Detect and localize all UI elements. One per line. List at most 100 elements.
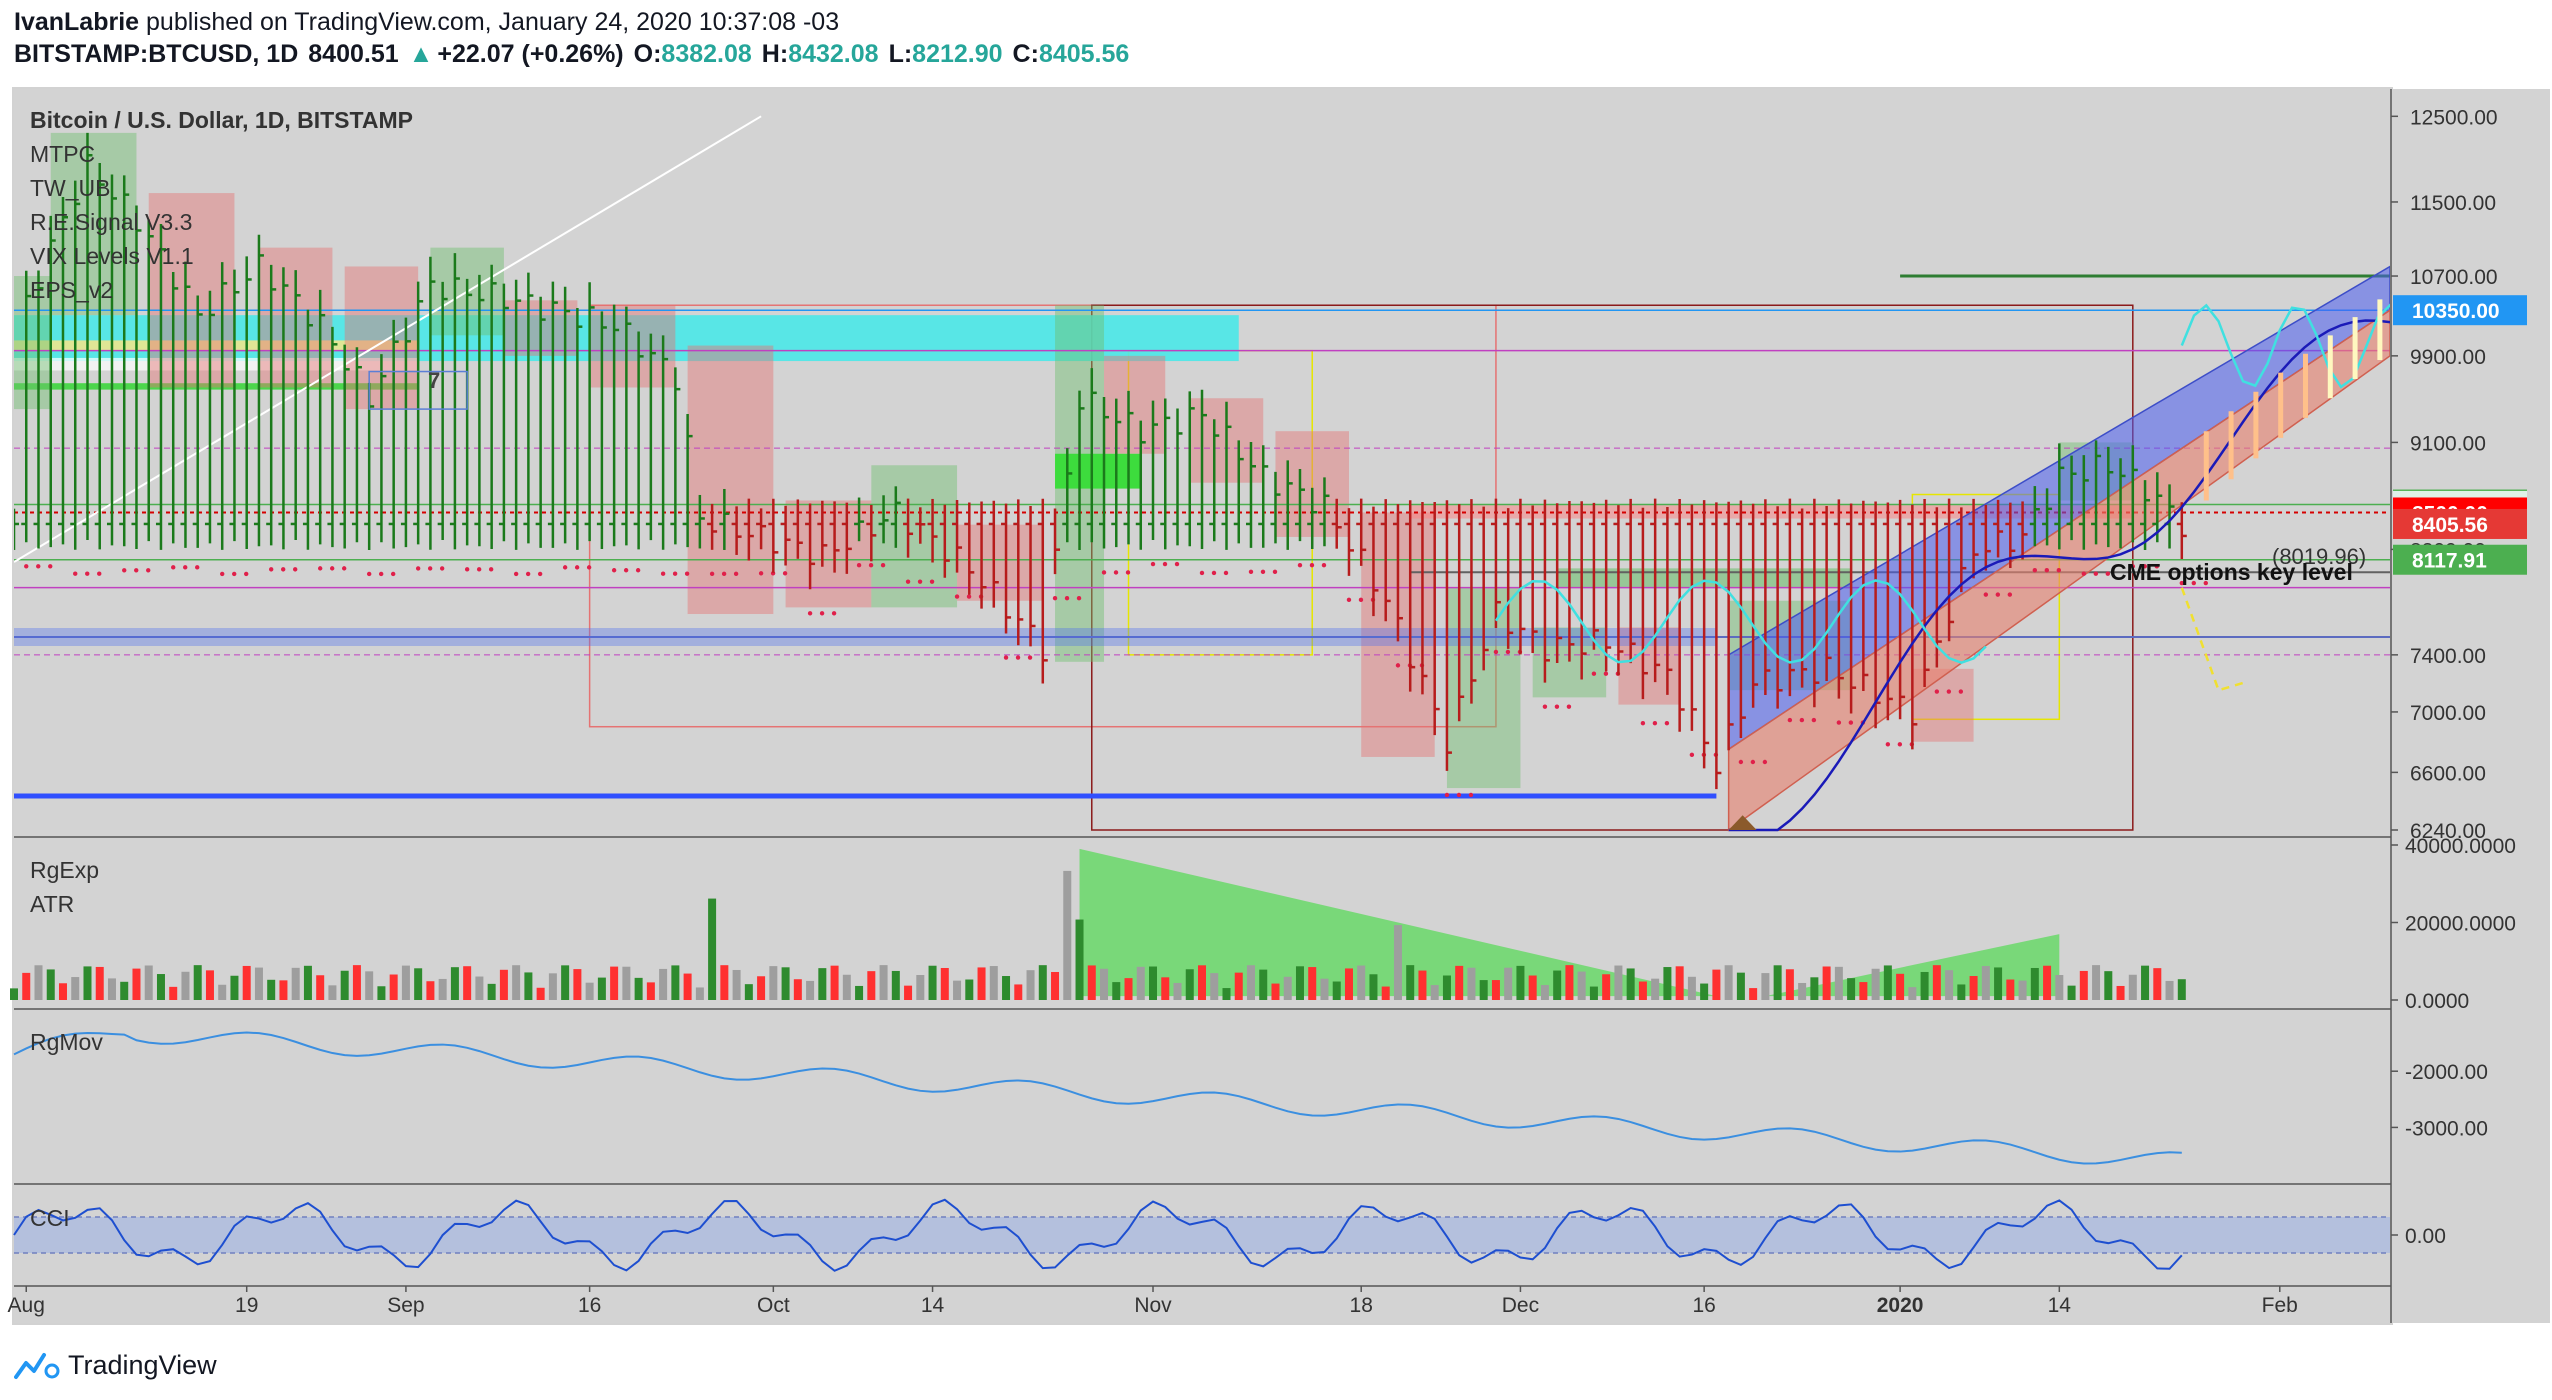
ohlc-bar xyxy=(70,180,81,550)
time-tick-label: 16 xyxy=(1692,1294,1715,1317)
ohlc-bar xyxy=(927,498,938,563)
time-tick-label: Dec xyxy=(1502,1294,1539,1317)
cyan-projection-curve[interactable] xyxy=(1494,579,1987,664)
rgexp-bar xyxy=(757,976,766,1000)
ohlc-bar xyxy=(241,256,252,550)
rgexp-bar xyxy=(659,968,668,1000)
ohlc-bar xyxy=(1050,508,1061,575)
rgexp-area xyxy=(1079,848,1717,997)
rgexp-bar xyxy=(1810,977,1819,1000)
ohlc-bar xyxy=(768,498,779,573)
rgexp-bar xyxy=(928,965,937,1000)
ohlc-bar xyxy=(1650,498,1661,683)
rgexp-bar xyxy=(2006,979,2015,1000)
low-label: L: xyxy=(888,40,913,68)
legend-study-mtpc[interactable]: MTPC xyxy=(30,141,95,167)
ohlc-bar xyxy=(1748,503,1759,708)
rgmov-label[interactable]: RgMov xyxy=(30,1029,103,1055)
rgexp-bar xyxy=(732,969,741,1000)
published-by-line: IvanLabrie published on TradingView.com,… xyxy=(14,8,839,37)
time-axis: Aug 19 Sep 16 Oct 14 Nov 18 Dec 16 2020 14 Feb xyxy=(8,1286,2298,1317)
last-price: 8400.51 xyxy=(308,40,399,68)
rgexp-bar xyxy=(965,979,974,1000)
rgexp-bar xyxy=(1149,966,1158,1000)
legend-study-resignal[interactable]: R.E.Signal V3.3 xyxy=(30,209,192,235)
rgexp-bar xyxy=(989,966,998,1000)
rgmov-pane[interactable] xyxy=(14,1010,2390,1183)
cci-tick-label: 0.00 xyxy=(2405,1225,2446,1248)
ohlc-bar xyxy=(1172,408,1183,546)
ohlc-bar xyxy=(964,502,975,595)
ohlc-bar xyxy=(1980,504,1991,571)
rgexp-bar xyxy=(2116,985,2125,1000)
high-value: 8432.08 xyxy=(788,40,879,68)
legend-study-vix[interactable]: VIX Levels V1.1 xyxy=(30,243,194,269)
cyan-projection-curve[interactable] xyxy=(2180,303,2500,389)
ohlc-bar xyxy=(1037,498,1048,684)
signal-dots xyxy=(709,571,739,577)
projection-curve[interactable] xyxy=(1728,319,2439,832)
close-label: C: xyxy=(1012,40,1039,68)
ohlc-bar xyxy=(866,504,877,562)
rgexp-bar xyxy=(58,983,67,1000)
low-value: 8212.90 xyxy=(912,40,1003,68)
cci-pane[interactable] xyxy=(14,1185,2390,1285)
ohlc-bar xyxy=(388,319,399,549)
candles-layer xyxy=(14,132,2208,798)
ohlc-bar xyxy=(2152,472,2163,543)
ohlc-bar xyxy=(462,278,473,546)
rgexp-bar xyxy=(1075,919,1084,1000)
rgexp-bar xyxy=(1112,982,1121,1000)
rgexp-bar xyxy=(2104,971,2113,1000)
atr-label[interactable]: ATR xyxy=(30,891,74,917)
trend-line[interactable] xyxy=(14,115,762,563)
rgmov-tick-label: -2000.00 xyxy=(2405,1061,2488,1084)
rgexp-bar xyxy=(524,972,533,1000)
ohlc-bar xyxy=(805,503,816,590)
rgexp-bar xyxy=(279,980,288,1000)
ohlc-bar xyxy=(1564,500,1575,662)
rgexp-bar xyxy=(1528,975,1537,1000)
rgexp-bar xyxy=(1516,965,1525,1000)
ohlc-bar xyxy=(217,262,228,550)
legend-study-twub[interactable]: TW_UB xyxy=(30,175,111,201)
ohlc-bar xyxy=(21,270,32,543)
legend-study-eps[interactable]: EPS_v2 xyxy=(30,277,113,303)
cci-label[interactable]: CCI xyxy=(30,1205,70,1231)
ohlc-bar xyxy=(1245,442,1256,548)
rgexp-bar xyxy=(1124,978,1133,1000)
rgexp-bar xyxy=(781,967,790,1000)
ohlc-bar xyxy=(1858,500,1869,692)
rgexp-bar xyxy=(267,979,276,1000)
signal-dots xyxy=(905,579,935,584)
rgexp-label[interactable]: RgExp xyxy=(30,857,99,883)
footer-brand-text[interactable]: TradingView xyxy=(68,1350,217,1380)
rgexp-bar xyxy=(1920,971,1929,1000)
ohlc-bar xyxy=(2054,443,2065,550)
rgexp-bar xyxy=(1051,971,1060,1000)
ohlc-bar xyxy=(339,344,350,549)
rgexp-bar xyxy=(610,966,619,1000)
rgexp-bar xyxy=(1283,976,1292,1000)
price-tick-label: 7400.00 xyxy=(2410,645,2486,668)
ohlc-bar xyxy=(315,289,326,545)
ohlc-bar xyxy=(682,413,693,548)
rgexp-bar xyxy=(242,965,251,1000)
symbol-ohlc-line: BITSTAMP:BTCUSD, 1D 8400.51 ▲ +22.07 (+0.26… xyxy=(14,40,1139,69)
zone-rect xyxy=(1055,453,1141,489)
rgexp-bar xyxy=(1246,965,1255,1000)
signal-dots xyxy=(758,571,788,576)
rgexp-bar xyxy=(585,982,594,1000)
rgexp-bar xyxy=(1002,976,1011,1000)
ohlc-bar xyxy=(1331,498,1342,549)
signal-dots xyxy=(513,571,543,577)
rgexp-bar xyxy=(1320,978,1329,1000)
open-label: O: xyxy=(633,40,662,68)
ohlc-bar xyxy=(915,507,926,544)
ohlc-bar xyxy=(278,267,289,550)
ohlc-bar xyxy=(1944,498,1955,642)
zone-rect xyxy=(687,345,774,615)
publisher-name[interactable]: IvanLabrie xyxy=(14,8,140,36)
rgexp-bar xyxy=(303,965,312,1000)
